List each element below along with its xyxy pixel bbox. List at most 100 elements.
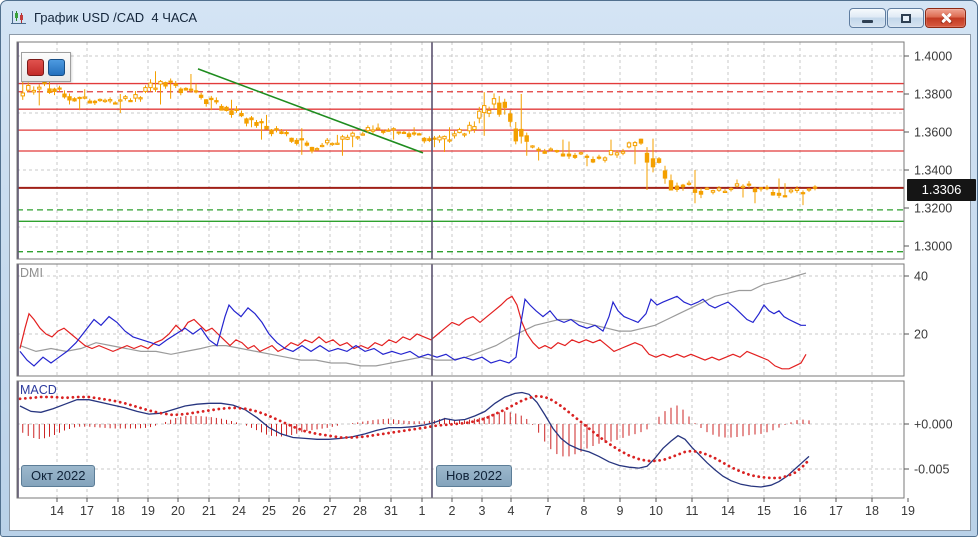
candle-body — [133, 94, 138, 99]
candle-body — [548, 148, 553, 151]
chart-area[interactable]: 1.4000 1.3800 1.3600 1.3400 1.3200 1.3000 40 20… — [9, 34, 976, 531]
candle-body — [118, 99, 123, 102]
candle-body — [477, 110, 482, 119]
minimize-button[interactable] — [849, 8, 886, 28]
candles-layer — [20, 71, 818, 206]
candle-body — [620, 151, 626, 154]
candle-body — [704, 187, 710, 190]
candle-body — [219, 105, 224, 111]
candle-body — [596, 156, 602, 159]
x-axis-label: 17 — [80, 504, 94, 518]
dmi-panel-label: DMI — [20, 266, 43, 280]
candle-body — [178, 88, 184, 94]
candle-body — [350, 132, 355, 137]
candle-body — [107, 99, 113, 102]
maximize-button[interactable] — [887, 8, 924, 28]
candle-body — [325, 139, 330, 144]
candle-body — [626, 142, 632, 148]
candle-body — [158, 80, 163, 85]
candle-body — [812, 186, 818, 189]
candle-body — [524, 135, 529, 142]
candle-body — [668, 180, 674, 191]
red-marker-button[interactable] — [27, 58, 44, 76]
candle-body — [37, 86, 42, 90]
macd-signal-line — [18, 394, 811, 480]
macd-line — [19, 391, 810, 488]
candle-body — [644, 152, 650, 163]
candle-body — [259, 121, 264, 124]
candle-body — [442, 135, 447, 140]
candle-body — [138, 97, 143, 100]
dmi-axis-label: 40 — [914, 270, 928, 284]
candle-body — [806, 188, 812, 191]
candle-body — [406, 133, 412, 138]
candle-body — [391, 128, 396, 131]
candle-body — [560, 153, 566, 157]
candle-body — [788, 189, 794, 193]
candle-body — [279, 131, 284, 135]
close-icon — [940, 12, 952, 24]
dmi-series — [19, 272, 807, 370]
window-titlebar[interactable]: График USD /CAD 4 ЧАСА — [1, 1, 977, 34]
candle-body — [249, 117, 254, 121]
marker-toolbar — [21, 52, 71, 82]
candle-body — [304, 142, 310, 146]
candle-body — [264, 125, 269, 130]
candle-body — [722, 190, 728, 194]
chart-canvas: 1.4000 1.3800 1.3600 1.3400 1.3200 1.3000 40 20… — [16, 41, 953, 518]
dmi-axis-label: 20 — [914, 328, 928, 342]
macd-axis-label: +0.000 — [914, 418, 953, 432]
descending-trendline — [197, 68, 424, 154]
candle-body — [365, 127, 371, 132]
candle-body — [482, 105, 487, 114]
candle-body — [536, 148, 541, 151]
price-levels — [17, 82, 904, 253]
candle-body — [638, 138, 644, 144]
candle-body — [214, 100, 219, 103]
candle-body — [355, 136, 360, 139]
candle-body — [752, 188, 758, 193]
candle-body — [800, 192, 806, 195]
candle-body — [614, 152, 620, 156]
price-axis-label: 1.3200 — [914, 202, 952, 216]
candle-body — [204, 99, 209, 105]
candle-body — [289, 137, 294, 142]
candle-body — [566, 153, 572, 157]
candle-body — [686, 182, 692, 185]
candle-body — [163, 82, 168, 87]
candle-body — [662, 170, 668, 179]
candle-body — [294, 139, 299, 144]
candle-body — [67, 96, 72, 101]
blue-marker-button[interactable] — [48, 58, 65, 76]
candle-body — [554, 150, 560, 153]
x-axis-label: 26 — [292, 504, 306, 518]
candle-body — [244, 118, 249, 124]
adx-line — [19, 272, 807, 367]
price-axis-label: 1.3000 — [914, 240, 952, 254]
candle-body — [254, 122, 259, 126]
candle-body — [422, 137, 427, 142]
x-axis-label: 28 — [353, 504, 367, 518]
candle-body — [396, 131, 402, 134]
x-axis-label: 14 — [721, 504, 735, 518]
candle-body — [794, 188, 800, 191]
candle-body — [188, 88, 194, 91]
candle-body — [148, 82, 153, 89]
x-axis-label: 1 — [419, 504, 426, 518]
candle-body — [274, 128, 279, 131]
candle-body — [31, 89, 37, 93]
candle-body — [168, 80, 173, 83]
candle-body — [656, 158, 662, 163]
candle-body — [770, 192, 776, 196]
candle-body — [314, 148, 320, 151]
x-axis-label: 14 — [50, 504, 64, 518]
x-axis-label: 25 — [262, 504, 276, 518]
close-button[interactable] — [925, 8, 966, 28]
candle-body — [102, 99, 108, 103]
price-axis-label: 1.4000 — [914, 50, 952, 64]
candle-body — [386, 129, 391, 132]
candle-body — [462, 133, 467, 136]
x-axis-label: 15 — [757, 504, 771, 518]
x-axis-label: 24 — [232, 504, 246, 518]
